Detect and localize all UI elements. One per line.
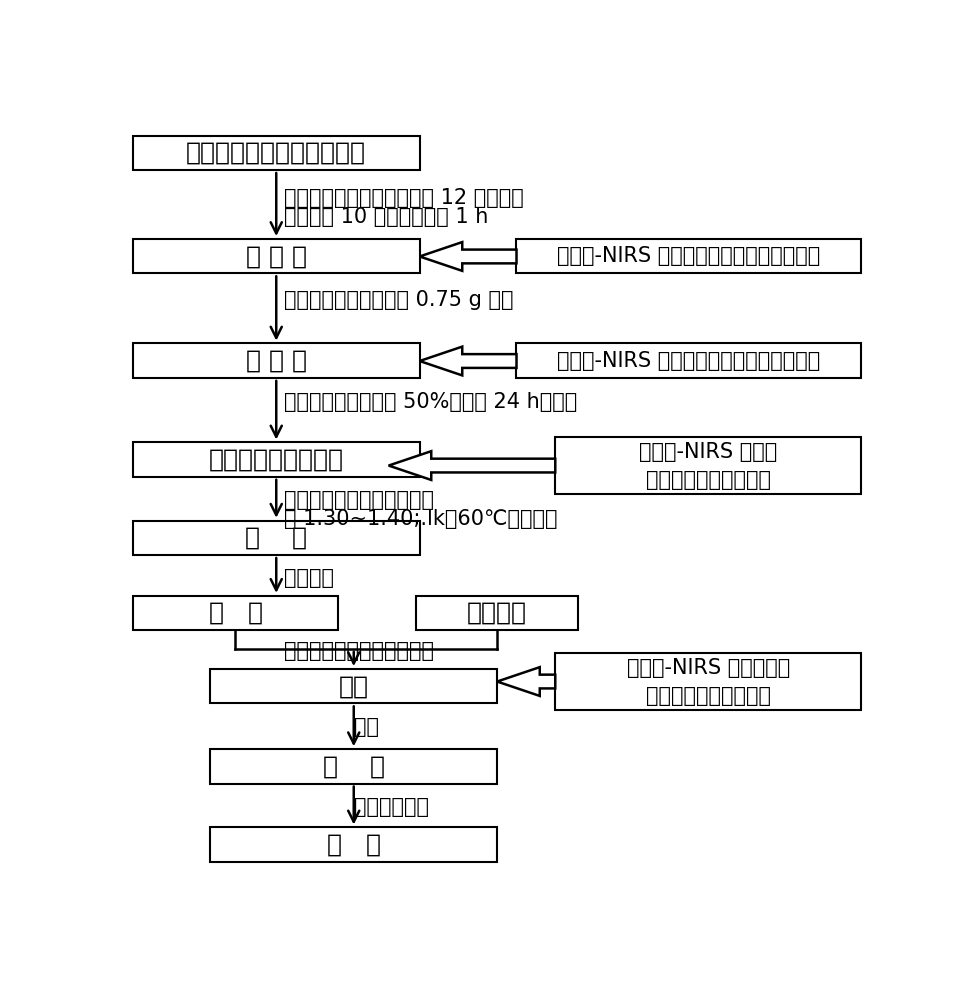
Text: 第二次加 10 倍量水，每次 1 h: 第二次加 10 倍量水，每次 1 h — [284, 207, 487, 227]
Text: 成   品: 成 品 — [327, 833, 381, 857]
Polygon shape — [420, 347, 516, 375]
Text: 酒制蜂胶: 酒制蜂胶 — [467, 601, 526, 625]
Bar — [416, 596, 578, 630]
Text: 提 取 液: 提 取 液 — [245, 244, 306, 268]
Bar — [133, 239, 420, 273]
Text: 回收乙醇，浓缩至相对密度: 回收乙醇，浓缩至相对密度 — [284, 490, 433, 510]
Polygon shape — [496, 667, 554, 696]
Bar — [516, 343, 860, 378]
Text: 柚皮苷-NIRS 模型对提取过程进行在线监测: 柚皮苷-NIRS 模型对提取过程进行在线监测 — [557, 246, 820, 266]
Text: 真空干燥: 真空干燥 — [284, 568, 333, 588]
Text: 浓缩至每毫升药液约含 0.75 g 生药: 浓缩至每毫升药液约含 0.75 g 生药 — [284, 290, 513, 310]
Text: 质检、分包装: 质检、分包装 — [354, 797, 428, 817]
Bar — [554, 437, 860, 494]
Text: 干   膏: 干 膏 — [208, 601, 263, 625]
Bar — [516, 239, 860, 273]
Text: 水煎煮提取二次，第一次加 12 倍量水，: 水煎煮提取二次，第一次加 12 倍量水， — [284, 188, 523, 208]
Text: 填充: 填充 — [354, 717, 378, 737]
Bar — [133, 442, 420, 477]
Bar — [210, 827, 496, 862]
Text: 胶    囊: 胶 囊 — [323, 754, 385, 778]
Bar — [133, 521, 420, 555]
Bar — [210, 749, 496, 784]
Polygon shape — [389, 451, 554, 480]
Text: 加乙醇至含醇量达到 50%，静置 24 h，滤过: 加乙醇至含醇量达到 50%，静置 24 h，滤过 — [284, 392, 577, 412]
Text: 乙醇回收液（滤液）: 乙醇回收液（滤液） — [208, 448, 343, 472]
Text: 粉碎，过筛，加入药用淠粉: 粉碎，过筛，加入药用淠粉 — [284, 641, 433, 661]
Text: 混料: 混料 — [338, 674, 368, 698]
Text: 为 1.30~1.40;.lk（60℃）的稠膏: 为 1.30~1.40;.lk（60℃）的稠膏 — [284, 509, 557, 529]
Text: 清    膏: 清 膏 — [245, 526, 307, 550]
Bar — [133, 343, 420, 378]
Text: 柚皮苷-NIRS 模型对
浓缩过程进行在线监测: 柚皮苷-NIRS 模型对 浓缩过程进行在线监测 — [639, 442, 776, 490]
Bar — [554, 653, 860, 710]
Bar — [133, 596, 338, 630]
Polygon shape — [420, 242, 516, 271]
Text: 柚皮苷-NIRS 模型对浓缩过程进行在线监测: 柚皮苷-NIRS 模型对浓缩过程进行在线监测 — [557, 351, 820, 371]
Text: 柚皮苷-NIRS 模型对回收
乙醇过程进行在线监测: 柚皮苷-NIRS 模型对回收 乙醇过程进行在线监测 — [626, 658, 789, 706]
Text: 浓 缩 液: 浓 缩 液 — [245, 349, 306, 373]
Text: 化橘红、銀杏叶、绥股蓝、: 化橘红、銀杏叶、绥股蓝、 — [186, 141, 366, 165]
Bar — [133, 136, 420, 170]
Bar — [210, 669, 496, 703]
